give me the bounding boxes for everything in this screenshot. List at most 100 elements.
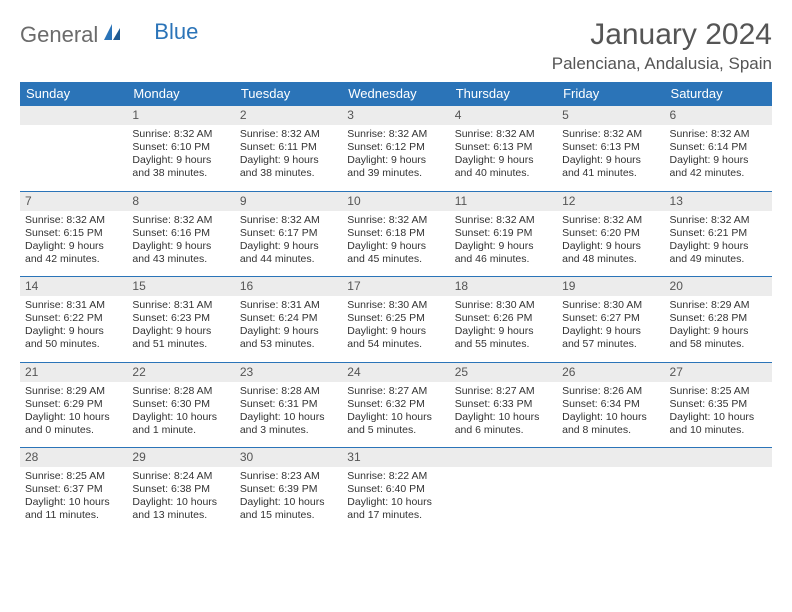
day-number: 12 <box>557 192 664 211</box>
calendar-day-cell: 27Sunrise: 8:25 AMSunset: 6:35 PMDayligh… <box>665 362 772 448</box>
calendar-empty-cell <box>557 448 664 533</box>
daylight-text: Daylight: 9 hours and 44 minutes. <box>240 240 337 266</box>
day-number: 22 <box>127 363 234 382</box>
sunrise-text: Sunrise: 8:24 AM <box>132 470 229 483</box>
calendar-week-row: 7Sunrise: 8:32 AMSunset: 6:15 PMDaylight… <box>20 191 772 277</box>
calendar-day-cell: 11Sunrise: 8:32 AMSunset: 6:19 PMDayligh… <box>450 191 557 277</box>
day-number <box>450 448 557 467</box>
day-body: Sunrise: 8:22 AMSunset: 6:40 PMDaylight:… <box>342 467 449 533</box>
calendar-day-cell: 25Sunrise: 8:27 AMSunset: 6:33 PMDayligh… <box>450 362 557 448</box>
sunset-text: Sunset: 6:23 PM <box>132 312 229 325</box>
day-body: Sunrise: 8:32 AMSunset: 6:13 PMDaylight:… <box>450 125 557 191</box>
day-body: Sunrise: 8:29 AMSunset: 6:29 PMDaylight:… <box>20 382 127 448</box>
day-body: Sunrise: 8:30 AMSunset: 6:26 PMDaylight:… <box>450 296 557 362</box>
daylight-text: Daylight: 9 hours and 58 minutes. <box>670 325 767 351</box>
calendar-day-cell: 22Sunrise: 8:28 AMSunset: 6:30 PMDayligh… <box>127 362 234 448</box>
sunrise-text: Sunrise: 8:29 AM <box>25 385 122 398</box>
day-number: 24 <box>342 363 449 382</box>
sunset-text: Sunset: 6:28 PM <box>670 312 767 325</box>
calendar-day-cell: 13Sunrise: 8:32 AMSunset: 6:21 PMDayligh… <box>665 191 772 277</box>
weekday-header: Monday <box>127 82 234 106</box>
sunset-text: Sunset: 6:17 PM <box>240 227 337 240</box>
sunset-text: Sunset: 6:14 PM <box>670 141 767 154</box>
daylight-text: Daylight: 9 hours and 48 minutes. <box>562 240 659 266</box>
calendar-day-cell: 21Sunrise: 8:29 AMSunset: 6:29 PMDayligh… <box>20 362 127 448</box>
daylight-text: Daylight: 10 hours and 15 minutes. <box>240 496 337 522</box>
sunset-text: Sunset: 6:22 PM <box>25 312 122 325</box>
weekday-header: Thursday <box>450 82 557 106</box>
calendar-day-cell: 14Sunrise: 8:31 AMSunset: 6:22 PMDayligh… <box>20 277 127 363</box>
day-body: Sunrise: 8:32 AMSunset: 6:11 PMDaylight:… <box>235 125 342 191</box>
sunrise-text: Sunrise: 8:30 AM <box>347 299 444 312</box>
day-body: Sunrise: 8:31 AMSunset: 6:22 PMDaylight:… <box>20 296 127 362</box>
daylight-text: Daylight: 10 hours and 10 minutes. <box>670 411 767 437</box>
calendar-day-cell: 20Sunrise: 8:29 AMSunset: 6:28 PMDayligh… <box>665 277 772 363</box>
calendar-day-cell: 23Sunrise: 8:28 AMSunset: 6:31 PMDayligh… <box>235 362 342 448</box>
calendar-day-cell: 29Sunrise: 8:24 AMSunset: 6:38 PMDayligh… <box>127 448 234 533</box>
day-body: Sunrise: 8:32 AMSunset: 6:17 PMDaylight:… <box>235 211 342 277</box>
daylight-text: Daylight: 10 hours and 8 minutes. <box>562 411 659 437</box>
page-header: General Blue January 2024 Palenciana, An… <box>20 18 772 74</box>
sunset-text: Sunset: 6:26 PM <box>455 312 552 325</box>
sunset-text: Sunset: 6:25 PM <box>347 312 444 325</box>
sunset-text: Sunset: 6:32 PM <box>347 398 444 411</box>
day-number: 26 <box>557 363 664 382</box>
logo: General Blue <box>20 18 198 48</box>
calendar-day-cell: 24 Sunrise: 8:27 AMSunset: 6:32 PMDayligh… <box>342 362 449 448</box>
sunrise-text: Sunrise: 8:27 AM <box>347 385 444 398</box>
daylight-text: Daylight: 10 hours and 5 minutes. <box>347 411 444 437</box>
sunrise-text: Sunrise: 8:32 AM <box>670 214 767 227</box>
calendar-day-cell: 1Sunrise: 8:32 AMSunset: 6:10 PMDaylight… <box>127 106 234 192</box>
calendar-day-cell: 3Sunrise: 8:32 AMSunset: 6:12 PMDaylight… <box>342 106 449 192</box>
day-number: 5 <box>557 106 664 125</box>
day-number: 2 <box>235 106 342 125</box>
calendar-day-cell: 30Sunrise: 8:23 AMSunset: 6:39 PMDayligh… <box>235 448 342 533</box>
sunrise-text: Sunrise: 8:22 AM <box>347 470 444 483</box>
day-number: 13 <box>665 192 772 211</box>
weekday-header: Friday <box>557 82 664 106</box>
day-number: 6 <box>665 106 772 125</box>
calendar-day-cell: 5Sunrise: 8:32 AMSunset: 6:13 PMDaylight… <box>557 106 664 192</box>
calendar-empty-cell <box>450 448 557 533</box>
daylight-text: Daylight: 9 hours and 57 minutes. <box>562 325 659 351</box>
day-number: 9 <box>235 192 342 211</box>
day-number <box>20 106 127 125</box>
sunrise-text: Sunrise: 8:29 AM <box>670 299 767 312</box>
calendar-day-cell: 9Sunrise: 8:32 AMSunset: 6:17 PMDaylight… <box>235 191 342 277</box>
sunrise-text: Sunrise: 8:31 AM <box>132 299 229 312</box>
day-number: 14 <box>20 277 127 296</box>
day-body <box>665 467 772 480</box>
sunrise-text: Sunrise: 8:32 AM <box>455 128 552 141</box>
day-body: Sunrise: 8:32 AMSunset: 6:21 PMDaylight:… <box>665 211 772 277</box>
sunset-text: Sunset: 6:12 PM <box>347 141 444 154</box>
sunset-text: Sunset: 6:16 PM <box>132 227 229 240</box>
day-number: 30 <box>235 448 342 467</box>
day-number: 8 <box>127 192 234 211</box>
day-number: 23 <box>235 363 342 382</box>
daylight-text: Daylight: 9 hours and 43 minutes. <box>132 240 229 266</box>
sunset-text: Sunset: 6:33 PM <box>455 398 552 411</box>
daylight-text: Daylight: 9 hours and 42 minutes. <box>670 154 767 180</box>
sunset-text: Sunset: 6:20 PM <box>562 227 659 240</box>
day-body: Sunrise: 8:32 AMSunset: 6:13 PMDaylight:… <box>557 125 664 191</box>
sunrise-text: Sunrise: 8:28 AM <box>240 385 337 398</box>
daylight-text: Daylight: 10 hours and 6 minutes. <box>455 411 552 437</box>
day-number <box>557 448 664 467</box>
calendar-day-cell: 6Sunrise: 8:32 AMSunset: 6:14 PMDaylight… <box>665 106 772 192</box>
daylight-text: Daylight: 9 hours and 51 minutes. <box>132 325 229 351</box>
daylight-text: Daylight: 9 hours and 40 minutes. <box>455 154 552 180</box>
logo-text-blue: Blue <box>154 19 198 45</box>
sunset-text: Sunset: 6:39 PM <box>240 483 337 496</box>
calendar-day-cell: 18Sunrise: 8:30 AMSunset: 6:26 PMDayligh… <box>450 277 557 363</box>
sunset-text: Sunset: 6:34 PM <box>562 398 659 411</box>
day-number: 10 <box>342 192 449 211</box>
calendar-week-row: 28Sunrise: 8:25 AMSunset: 6:37 PMDayligh… <box>20 448 772 533</box>
sunrise-text: Sunrise: 8:32 AM <box>132 128 229 141</box>
daylight-text: Daylight: 9 hours and 53 minutes. <box>240 325 337 351</box>
daylight-text: Daylight: 9 hours and 49 minutes. <box>670 240 767 266</box>
day-body: Sunrise: 8:23 AMSunset: 6:39 PMDaylight:… <box>235 467 342 533</box>
day-body: Sunrise: 8:31 AMSunset: 6:23 PMDaylight:… <box>127 296 234 362</box>
calendar-week-row: 1Sunrise: 8:32 AMSunset: 6:10 PMDaylight… <box>20 106 772 192</box>
sunset-text: Sunset: 6:15 PM <box>25 227 122 240</box>
day-number <box>665 448 772 467</box>
